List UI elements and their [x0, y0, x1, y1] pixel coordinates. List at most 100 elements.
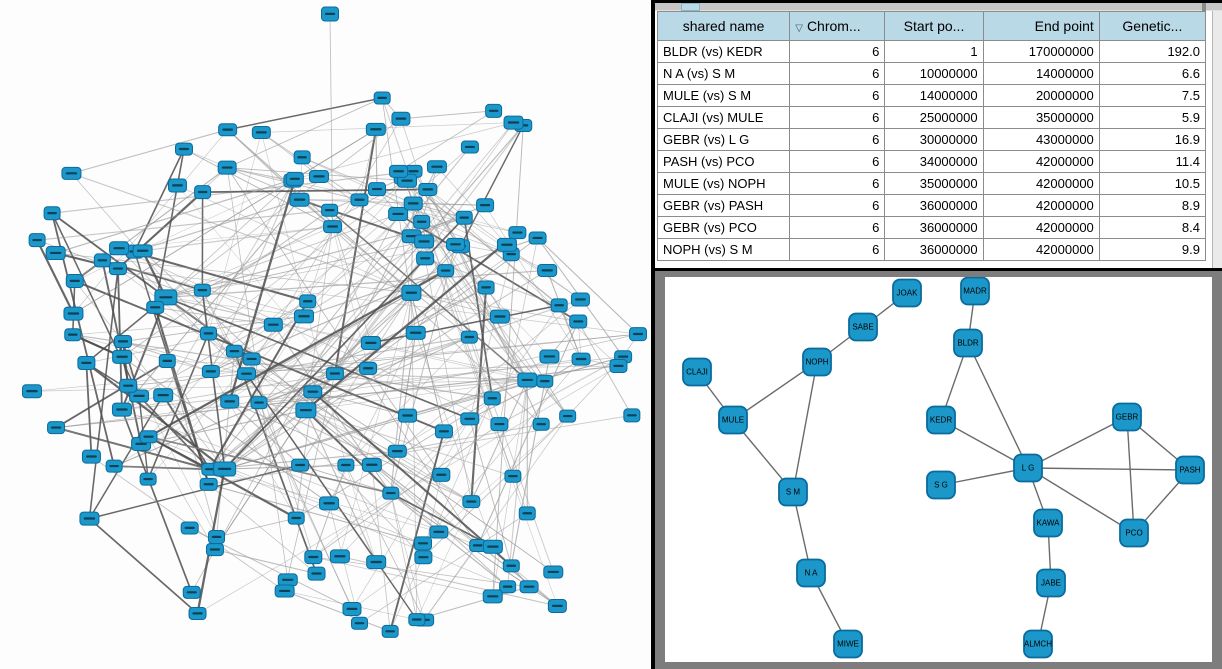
network-node[interactable]	[277, 573, 298, 587]
network-node[interactable]	[518, 506, 536, 521]
network-node[interactable]	[303, 385, 323, 399]
table-row[interactable]: GEBR (vs) PASH 6 36000000 42000000 8.9	[656, 194, 1207, 217]
network-node[interactable]	[337, 458, 355, 472]
network-node[interactable]	[153, 388, 174, 403]
network-node[interactable]	[146, 300, 165, 314]
network-node[interactable]	[361, 457, 382, 472]
column-header-start-po[interactable]: Start po...	[884, 11, 984, 41]
network-node[interactable]	[250, 396, 268, 410]
network-node[interactable]	[559, 409, 577, 423]
network-node[interactable]	[360, 335, 381, 350]
network-node[interactable]	[496, 237, 517, 252]
subnetwork-node-miwe[interactable]: MIWE	[833, 629, 863, 659]
network-node[interactable]	[93, 253, 111, 268]
network-node[interactable]	[499, 580, 517, 594]
subnetwork-node-l-g[interactable]: L G	[1013, 453, 1043, 483]
network-node[interactable]	[504, 469, 522, 483]
network-node[interactable]	[460, 412, 480, 426]
network-node[interactable]	[43, 206, 61, 221]
network-node[interactable]	[139, 430, 158, 444]
network-node[interactable]	[79, 511, 100, 526]
network-node[interactable]	[112, 349, 133, 364]
network-node[interactable]	[213, 461, 237, 477]
network-node[interactable]	[391, 111, 411, 126]
network-node[interactable]	[263, 317, 283, 332]
network-node[interactable]	[547, 598, 567, 613]
network-node[interactable]	[205, 543, 224, 557]
column-header-end-point[interactable]: End point	[982, 11, 1100, 41]
table-row[interactable]: GEBR (vs) PCO 6 36000000 42000000 8.4	[656, 216, 1207, 239]
network-node[interactable]	[629, 327, 647, 342]
network-node[interactable]	[532, 417, 550, 431]
network-node[interactable]	[77, 355, 96, 370]
subnetwork-node-pash[interactable]: PASH	[1175, 455, 1205, 485]
column-header-genetic[interactable]: Genetic...	[1098, 11, 1207, 41]
network-node[interactable]	[413, 214, 431, 229]
subnetwork-node-s-g[interactable]: S G	[926, 470, 956, 500]
network-node[interactable]	[414, 550, 433, 565]
network-node[interactable]	[476, 198, 495, 213]
network-node[interactable]	[139, 472, 157, 486]
network-node[interactable]	[251, 125, 271, 139]
network-node[interactable]	[21, 384, 42, 399]
network-node[interactable]	[321, 6, 339, 22]
column-header-shared-name[interactable]: shared name	[656, 11, 791, 41]
table-row[interactable]: PASH (vs) PCO 6 34000000 42000000 11.4	[656, 150, 1207, 173]
subnetwork-node-jabe[interactable]: JABE	[1036, 568, 1066, 598]
subnetwork-node-n-a[interactable]: N A	[796, 558, 826, 588]
network-node[interactable]	[389, 164, 409, 178]
network-node[interactable]	[508, 226, 527, 240]
network-node[interactable]	[132, 244, 153, 258]
table-row[interactable]: NOPH (vs) S M 6 36000000 42000000 9.9	[656, 238, 1207, 261]
network-node[interactable]	[289, 192, 310, 207]
network-node[interactable]	[242, 352, 261, 366]
table-row[interactable]: GEBR (vs) L G 6 30000000 43000000 16.9	[656, 128, 1207, 151]
network-node[interactable]	[502, 559, 520, 573]
network-node[interactable]	[208, 529, 226, 544]
network-node[interactable]	[462, 495, 481, 509]
table-row[interactable]: MULE (vs) S M 6 14000000 20000000 7.5	[656, 84, 1207, 107]
network-node[interactable]	[158, 353, 176, 368]
subnetwork-node-pco[interactable]: PCO	[1119, 518, 1149, 548]
network-node[interactable]	[489, 309, 510, 324]
subnetwork-node-madr[interactable]: MADR	[960, 277, 990, 306]
network-node[interactable]	[398, 408, 418, 423]
network-node[interactable]	[47, 421, 66, 435]
network-node[interactable]	[543, 565, 564, 579]
network-node[interactable]	[569, 314, 588, 329]
network-node[interactable]	[517, 372, 538, 388]
network-node[interactable]	[503, 115, 524, 130]
network-node[interactable]	[539, 349, 560, 364]
sort-descending-icon[interactable]: ▽	[795, 23, 803, 34]
network-node[interactable]	[199, 477, 218, 491]
network-node[interactable]	[81, 449, 101, 464]
column-header-chrom[interactable]: ▽ Chrom...	[789, 11, 886, 41]
network-node[interactable]	[359, 361, 378, 375]
network-node[interactable]	[483, 391, 501, 406]
network-node[interactable]	[408, 613, 426, 627]
network-node[interactable]	[382, 486, 400, 500]
network-node[interactable]	[111, 402, 132, 417]
network-node[interactable]	[414, 234, 435, 249]
network-node[interactable]	[350, 193, 369, 207]
network-node[interactable]	[180, 521, 199, 535]
network-node[interactable]	[519, 580, 539, 594]
network-node[interactable]	[293, 150, 311, 165]
network-node[interactable]	[193, 283, 211, 297]
network-node[interactable]	[381, 624, 399, 638]
network-node[interactable]	[434, 424, 453, 439]
network-node[interactable]	[63, 306, 84, 321]
network-node[interactable]	[167, 178, 187, 193]
network-node[interactable]	[388, 207, 409, 222]
network-node[interactable]	[403, 196, 423, 211]
network-node[interactable]	[174, 142, 193, 156]
network-node[interactable]	[225, 344, 243, 358]
network-node[interactable]	[274, 584, 295, 598]
network-node[interactable]	[414, 536, 433, 551]
subnetwork-canvas[interactable]: JOAK SABE NOPH CLAJI MULE S M N A MIWE MADR BLDR K…	[665, 277, 1212, 662]
network-node[interactable]	[237, 367, 257, 381]
network-node[interactable]	[319, 496, 340, 511]
network-node[interactable]	[45, 246, 66, 261]
network-node[interactable]	[609, 358, 628, 373]
network-node[interactable]	[570, 292, 590, 307]
